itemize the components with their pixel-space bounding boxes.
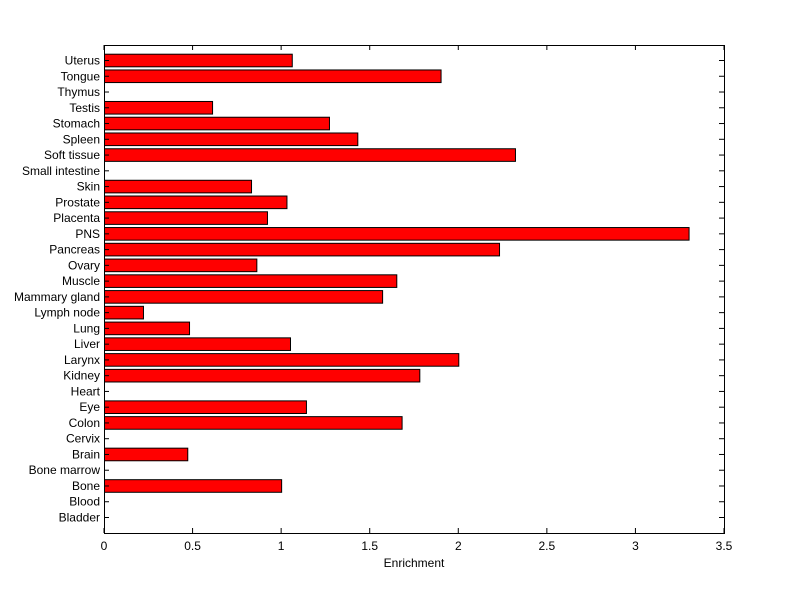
x-tick-label: 3.5 [716,539,733,553]
y-tick-label: Colon [69,416,100,430]
y-tick-label: Uterus [65,54,100,68]
y-tick-label: Thymus [57,85,100,99]
y-tick-label: Tongue [61,69,101,83]
bar-skin [104,179,253,194]
y-tick-label: Pancreas [49,243,100,257]
y-tick-label: Heart [71,384,101,398]
bar-soft-tissue [104,148,516,162]
y-tick-label: Soft tissue [44,148,100,162]
y-tick-label: Stomach [53,117,100,131]
bar-prostate [104,195,288,210]
x-tick-label: 3 [632,539,639,553]
x-tick-label: 1.5 [361,539,378,553]
bar-kidney [104,368,421,383]
plot-frame [104,45,725,534]
bar-brain [104,447,189,462]
bars-group [104,53,690,493]
y-tick-label: Muscle [62,274,100,288]
bar-testis [104,100,214,115]
y-tick-label: Eye [79,400,100,414]
x-tick-label: 2 [455,539,462,553]
bar-larynx [104,353,460,367]
x-tick-label: 0 [101,539,108,553]
bar-colon [104,416,403,430]
bar-bone [104,479,283,493]
bar-pancreas [104,242,501,257]
y-tick-label: Mammary gland [14,290,100,304]
y-tick-label: Lymph node [34,306,100,320]
y-tick-label: Lung [73,321,100,335]
y-tick-label: Brain [72,447,100,461]
x-tick-label: 0.5 [184,539,201,553]
bar-placenta [104,211,268,225]
y-tick-label: Prostate [55,195,100,209]
bar-lymph-node [104,305,144,320]
y-tick-label: Blood [69,495,100,509]
y-tick-label: Bone [72,479,100,493]
y-tick-label: Ovary [68,258,100,272]
y-tick-label: Skin [77,180,100,194]
y-tick-label: Placenta [53,211,100,225]
x-axis-label: Enrichment [384,556,445,570]
y-tick-label: Small intestine [22,164,100,178]
bar-stomach [104,116,330,131]
x-tick-label: 2.5 [539,539,556,553]
bar-tongue [104,69,442,84]
y-tick-label: Liver [74,337,100,351]
x-tick-label: 1 [278,539,285,553]
bar-liver [104,337,291,351]
y-tick-label: Kidney [63,369,100,383]
bar-mammary-gland [104,290,384,304]
y-tick-label: Bone marrow [29,463,101,477]
bar-eye [104,400,307,415]
y-tick-label: Spleen [63,132,100,146]
y-tick-label: Larynx [64,353,100,367]
y-tick-label: Bladder [59,511,100,525]
bar-lung [104,321,191,336]
bar-spleen [104,132,359,147]
y-tick-label: Testis [69,101,100,115]
bar-ovary [104,258,258,273]
bar-muscle [104,274,398,288]
bar-uterus [104,53,293,68]
bar-pns [104,227,690,241]
y-tick-label: PNS [75,227,100,241]
y-tick-label: Cervix [66,432,100,446]
